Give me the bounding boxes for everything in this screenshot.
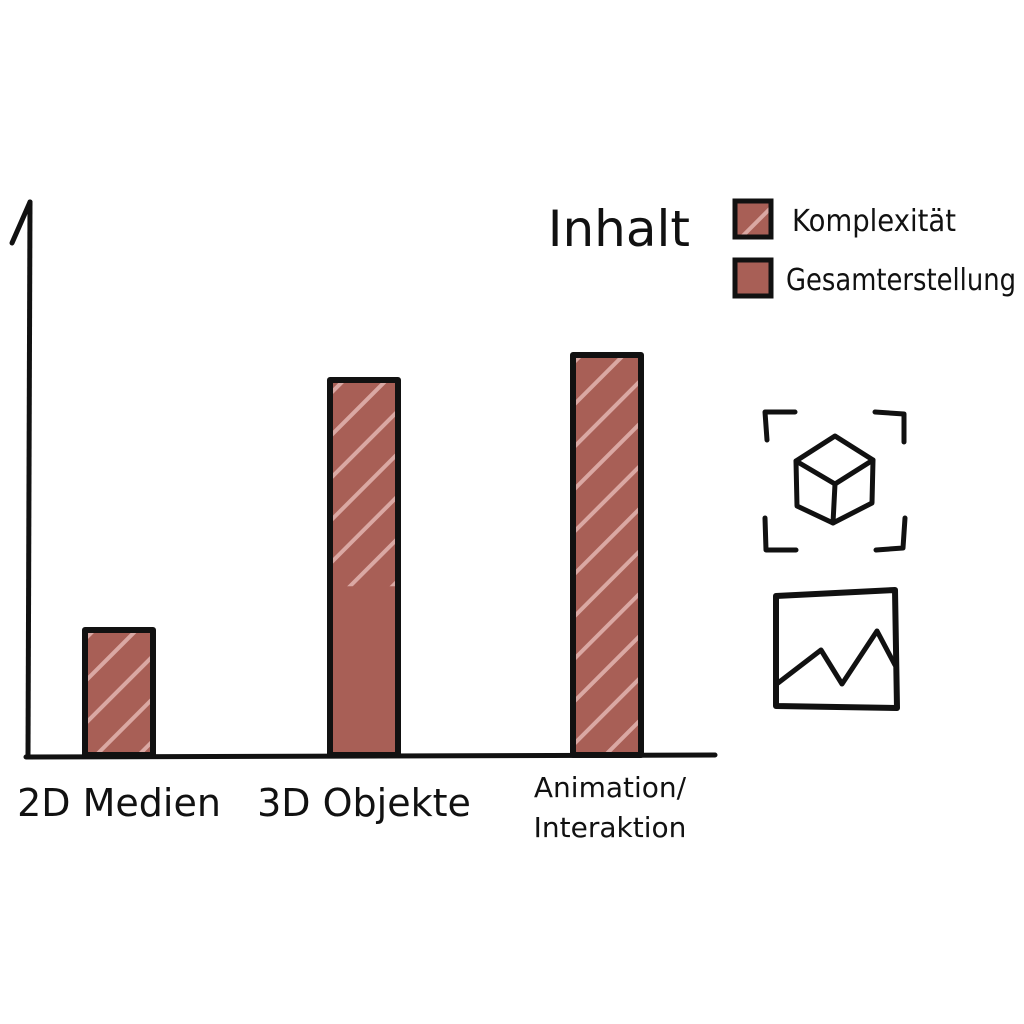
- legend-label-gesamterstellung: Gesamterstellung: [786, 263, 1016, 298]
- bar-hatch-animation-interaktion: [573, 355, 641, 755]
- legend-swatch-gesamterstellung: [735, 260, 771, 296]
- category-label-animation-interaktion: Animation/Interaktion: [534, 771, 687, 844]
- category-label-3d-objekte: 3D Objekte: [257, 781, 471, 825]
- legend-swatch-outline-komplexit-t: [732, 198, 774, 240]
- legend-swatch-hatch-komplexit-t: [735, 201, 771, 237]
- category-label-2d-medien: 2D Medien: [17, 781, 221, 825]
- bar-hatch-3d-objekte: [330, 380, 398, 587]
- bar-outline-animation-interaktion: [570, 352, 644, 758]
- image-graph-icon: [773, 587, 900, 711]
- bars: [82, 352, 644, 758]
- y-axis-arrow: [9, 199, 33, 246]
- legend: Komplexität Gesamterstellung: [732, 198, 1016, 299]
- category-labels: 2D Medien 3D Objekte Animation/Interaktion: [17, 771, 687, 844]
- cube-ar-icon: [762, 409, 908, 553]
- bar-outline-2d-medien: [82, 627, 156, 758]
- bar-outline-3d-objekte: [327, 377, 401, 758]
- legend-swatch-outline-gesamterstellung: [732, 257, 774, 299]
- legend-label-komplexit-t: Komplexität: [792, 204, 956, 239]
- y-axis-line: [25, 199, 33, 760]
- chart-title: Inhalt: [548, 200, 690, 258]
- y-axis: [9, 199, 33, 760]
- bar-hatch-2d-medien: [85, 630, 153, 755]
